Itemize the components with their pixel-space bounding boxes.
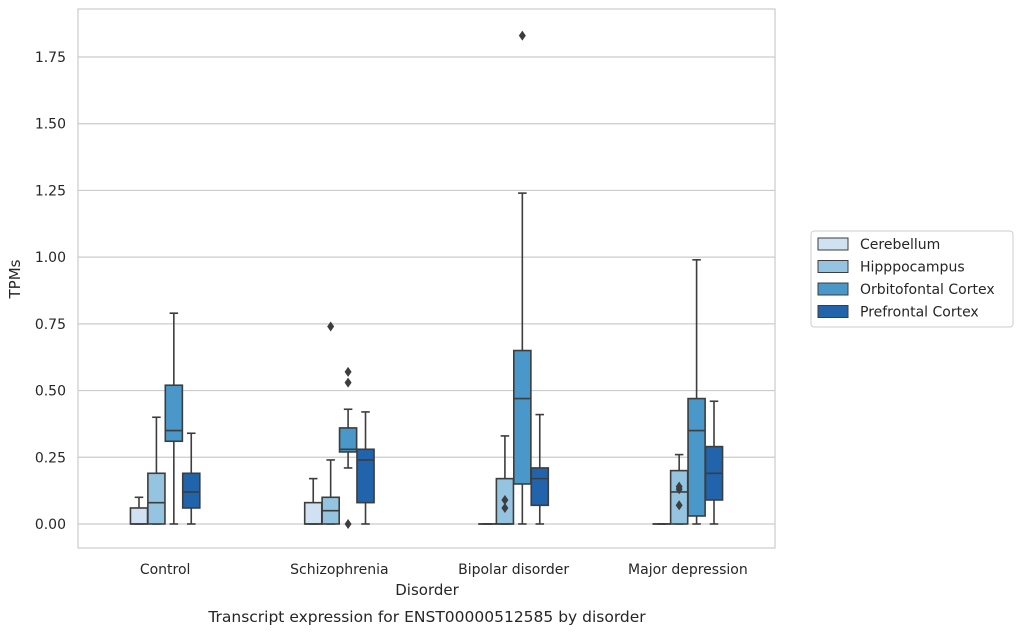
legend-label: Prefrontal Cortex <box>860 305 979 321</box>
x-tick-label: Schizophrenia <box>290 562 388 578</box>
y-tick-label: 1.75 <box>35 50 66 66</box>
y-tick-label: 0.25 <box>35 450 66 466</box>
x-axis-label: Disorder <box>395 581 459 599</box>
legend: Cerebellum Hipppocampus Orbitofontal Corte… <box>810 230 1014 328</box>
outlier-point <box>518 30 526 41</box>
plot-frame <box>77 8 776 549</box>
box-prefrontal-cortex-1 <box>356 411 375 525</box>
box-iqr <box>530 467 550 507</box>
box-hipppocampus-0 <box>147 416 166 525</box>
box-iqr <box>164 384 184 443</box>
legend-swatch <box>817 305 849 318</box>
box-iqr <box>669 469 689 525</box>
box-iqr <box>687 397 706 517</box>
box-iqr <box>181 472 201 509</box>
outlier-point <box>344 518 352 529</box>
chart-caption: Transcript expression for ENST0000051258… <box>207 608 646 626</box>
box-iqr <box>147 472 166 525</box>
y-tick-label: 0.75 <box>35 317 66 333</box>
legend-frame <box>810 230 1014 328</box>
x-tick-label: Control <box>140 562 191 578</box>
outlier-point <box>675 500 683 511</box>
outlier-point <box>675 481 683 492</box>
legend-swatch <box>817 260 849 273</box>
y-tick-label: 0.50 <box>35 384 66 400</box>
box-orbitofontal-cortex-1 <box>338 366 358 529</box>
box-iqr <box>303 501 323 525</box>
y-axis-label: TPMs <box>6 259 24 299</box>
box-orbitofontal-cortex-0 <box>164 312 184 525</box>
y-tick-label: 1.00 <box>35 250 66 266</box>
legend-label: Hipppocampus <box>860 260 965 276</box>
box-iqr <box>338 427 358 453</box>
box-cerebellum-1 <box>303 477 323 525</box>
x-tick-label: Major depression <box>628 562 748 578</box>
box-iqr <box>129 507 149 525</box>
y-tick-label: 0.00 <box>35 517 66 533</box>
box-cerebellum-0 <box>129 496 149 525</box>
box-orbitofontal-cortex-3 <box>687 259 706 525</box>
legend-label: Orbitofontal Cortex <box>860 282 995 298</box>
y-tick-labels: 0.00 0.25 0.50 0.75 1.00 1.25 1.50 1.75 <box>35 50 66 533</box>
x-tick-labels: Control Schizophrenia Bipolar disorder Majo… <box>140 562 748 578</box>
x-tick-label: Bipolar disorder <box>458 562 569 578</box>
box-iqr <box>356 448 375 504</box>
box-iqr <box>512 349 532 485</box>
box-hipppocampus-3 <box>669 453 689 525</box>
y-tick-label: 1.25 <box>35 183 66 199</box>
outlier-point <box>327 321 335 332</box>
y-tick-label: 1.50 <box>35 117 66 133</box>
box-prefrontal-cortex-0 <box>181 432 201 525</box>
outlier-point <box>501 502 509 513</box>
legend-label: Cerebellum <box>860 237 940 253</box>
box-prefrontal-cortex-3 <box>704 400 724 525</box>
box-prefrontal-cortex-2 <box>530 413 550 525</box>
outlier-point <box>344 377 352 388</box>
boxes-layer <box>129 30 724 529</box>
legend-swatch <box>817 237 849 251</box>
box-orbitofontal-cortex-2 <box>512 30 532 525</box>
legend-swatch <box>817 282 849 296</box>
box-hipppocampus-1 <box>321 321 341 525</box>
grid-layer <box>78 56 775 525</box>
outlier-point <box>501 494 509 505</box>
box-hipppocampus-2 <box>495 435 515 525</box>
outlier-point <box>344 366 352 377</box>
